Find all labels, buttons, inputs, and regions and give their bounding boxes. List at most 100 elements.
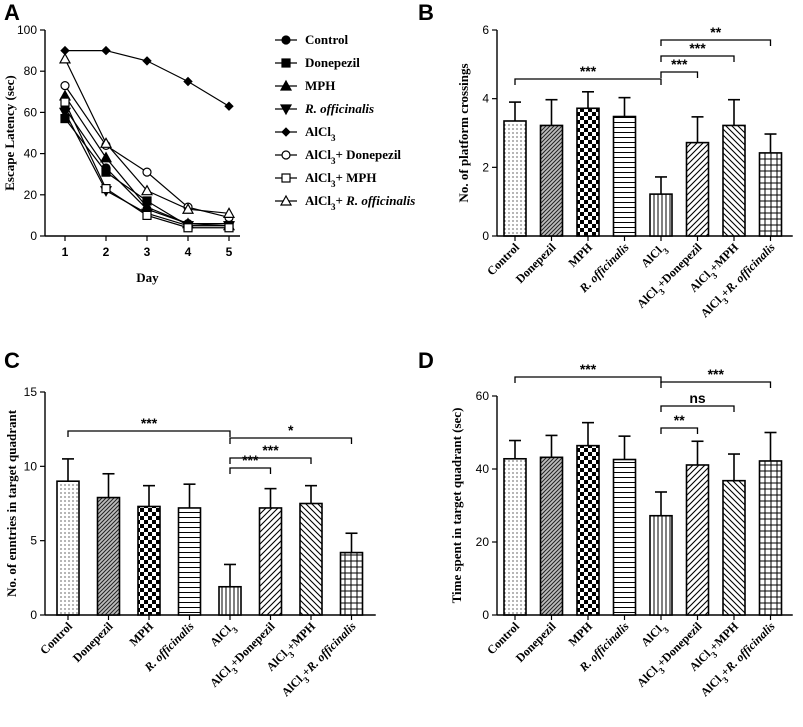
y-tick-label: 40 [24,147,38,161]
bar [685,464,710,616]
x-tick-label-subscript: 3 [720,674,731,685]
legend-label-suffix: + MPH [336,170,377,185]
x-tick-label: 3 [144,245,151,259]
y-tick-label: 10 [24,459,38,473]
legend-marker [279,104,293,116]
legend-label-subscript: 3 [331,133,336,143]
x-tick-label-subscript: 3 [286,649,297,660]
panel-label-a: A [4,0,20,25]
data-point [224,223,234,233]
y-tick-label: 100 [17,23,37,37]
legend-label-text: AlCl [305,124,331,139]
y-tick-label: 60 [24,105,38,119]
x-tick-label-text: MPH [565,619,595,649]
x-tick-label: AlCl3+R. officinalis [698,619,781,702]
x-tick-label-text: AlCl [698,293,725,320]
legend-marker [281,35,291,45]
x-tick-label-text: AlCl [207,663,234,690]
x-tick-label: Donepezil [70,619,116,665]
significance-bracket [660,39,772,46]
legend-label-text: AlCl [305,147,331,162]
x-tick-label-subscript: 3 [709,649,720,660]
data-point [60,81,70,91]
panel-label-b: B [418,0,434,25]
significance-label: *** [689,40,706,56]
data-point [183,223,193,233]
data-point [101,167,111,177]
x-tick-label-subscript: 3 [709,270,720,281]
data-point [60,97,70,107]
legend-marker [279,79,293,91]
significance-label: ** [710,24,721,40]
significance-label: * [288,422,294,438]
x-tick-label-subscript: 3 [657,665,668,676]
panel-d-bar-chart: 0 20 40 60 Time spent in target quadrant (se… [449,361,793,702]
y-tick-label: 0 [482,608,489,622]
x-tick-label-text: AlCl [638,622,665,649]
y-axis-title: Time spent in target quadrant (sec) [449,408,464,604]
x-tick-label-text: Donepezil [513,619,559,665]
x-tick-label: Donepezil [513,240,559,286]
x-tick-label: Control [37,619,75,657]
x-axis-title: Day [136,270,159,285]
bar [137,505,161,616]
significance-bracket [660,427,699,434]
legend-label-text: AlCl [305,170,331,185]
panel-label-c: C [4,348,20,373]
significance-label: *** [242,452,259,468]
data-point [142,56,152,66]
bar [258,507,283,616]
y-tick-label: 0 [30,229,37,243]
legend-marker [281,150,291,160]
x-tick-label: 2 [103,245,110,259]
data-point [99,151,113,163]
significance-label: *** [141,415,158,431]
legend-label: AlCl3+ R. officinalis [305,193,415,212]
x-tick-label-subscript: 3 [230,665,241,676]
legend-label: AlCl3+ Donepezil [305,147,401,166]
bar [649,193,673,237]
legend-label: AlCl3+ MPH [305,170,376,189]
x-tick-label-subscript: 3 [301,674,312,685]
significance-bracket [660,55,735,62]
bar [685,141,710,237]
x-tick-label: 1 [62,245,69,259]
x-tick-label-text: Donepezil [70,619,116,665]
bar [722,479,746,616]
y-axis-title: Escape Latency (sec) [2,75,17,191]
x-tick-label: MPH [565,240,595,270]
legend-marker [281,173,291,183]
bar [177,507,202,616]
x-tick-label-text: AlCl [686,647,713,674]
bar [758,152,783,237]
bar [96,496,121,616]
legend-label-subscript: 3 [331,156,336,166]
y-tick-label: 5 [30,534,37,548]
significance-bracket [660,405,735,412]
data-point [181,202,195,214]
legend-label-italic: R. officinalis [304,101,374,116]
y-tick-label: 60 [476,389,490,403]
bar [503,457,527,616]
x-tick-label-subscript: 3 [661,625,672,636]
x-tick-label-subscript: 3 [230,625,241,636]
significance-label: *** [708,366,725,382]
x-tick-label: AlCl3 [207,619,240,652]
y-tick-label: 80 [24,64,38,78]
y-tick-label: 6 [482,23,489,37]
legend-label: Donepezil [305,55,360,70]
y-axis-title: No. of enntries in target quadrant [4,409,19,597]
y-tick-label: 20 [476,535,490,549]
x-tick-label-text: AlCl [634,663,661,690]
significance-label: *** [262,442,279,458]
legend-label: R. officinalis [304,101,374,116]
significance-bracket [229,457,312,464]
data-point [58,107,72,119]
bar [56,480,80,616]
legend-label-suffix: + [336,193,347,208]
bar [612,115,637,237]
bar [649,514,673,616]
legend-label-italic: R. officinalis [345,193,415,208]
x-tick-label: AlCl3+R. officinalis [279,619,362,702]
